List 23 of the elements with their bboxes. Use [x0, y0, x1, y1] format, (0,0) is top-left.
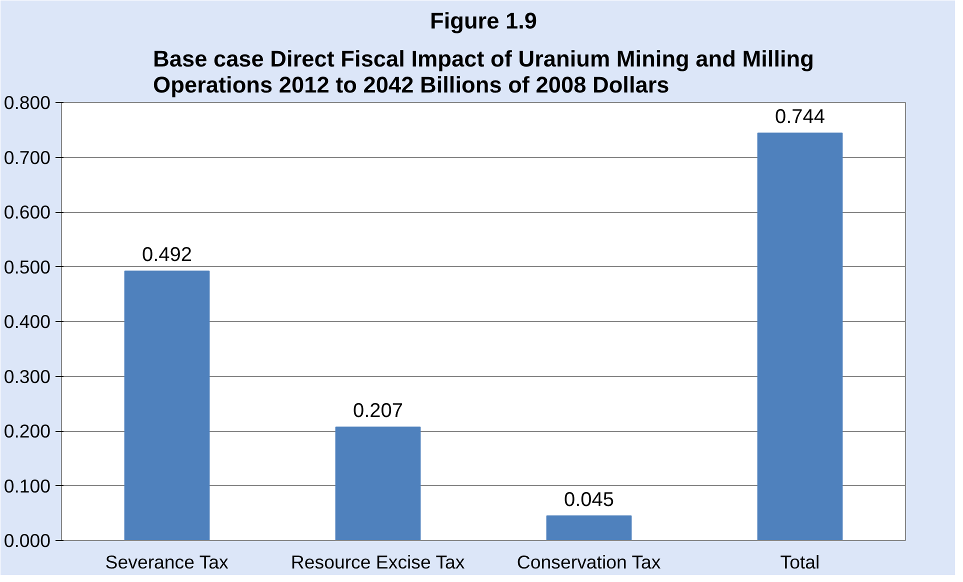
y-tick-label: 0.600	[4, 202, 50, 222]
x-tick-label: Total	[780, 552, 820, 572]
data-label: 0.492	[142, 244, 192, 266]
chart-title: Figure 1.9	[430, 8, 538, 34]
bar	[335, 426, 421, 540]
x-tick-label: Severance Tax	[105, 552, 230, 572]
bar	[546, 515, 632, 540]
data-label: 0.045	[564, 488, 614, 511]
y-tick-label: 0.400	[4, 311, 50, 332]
data-label: 0.207	[352, 400, 404, 422]
x-tick-label: Conservation Tax	[516, 552, 662, 572]
y-tick-label: 0.100	[4, 475, 50, 496]
y-tick-label: 0.300	[4, 366, 50, 387]
x-tick-label: Resource Excise Tax	[290, 552, 466, 572]
y-tick-label: 0.000	[4, 530, 50, 551]
data-label: 0.744	[774, 106, 826, 128]
y-tick-label: 0.500	[4, 256, 50, 278]
bar	[124, 270, 210, 540]
y-tick-label: 0.700	[4, 146, 50, 168]
bar	[757, 132, 843, 540]
y-tick-label: 0.800	[4, 92, 50, 113]
chart-subtitle: Base case Direct Fiscal Impact of Uranium Mining and Milling Operations 2012 to 2042 Billions of 2008 Dollars	[153, 46, 814, 98]
y-tick-label: 0.200	[4, 420, 50, 442]
